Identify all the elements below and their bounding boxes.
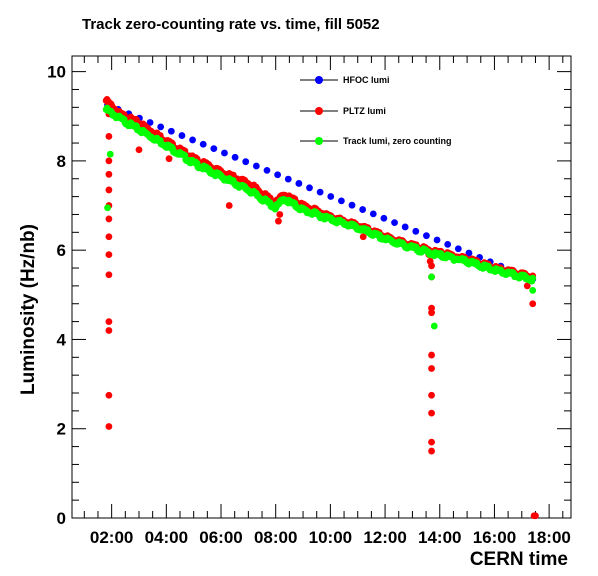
series-pltz-lumi bbox=[102, 95, 539, 520]
data-point bbox=[252, 162, 260, 170]
data-point bbox=[178, 132, 186, 139]
outlier-point bbox=[428, 273, 435, 281]
legend-label: PLTZ lumi bbox=[343, 106, 386, 116]
data-point bbox=[369, 210, 377, 218]
data-point bbox=[316, 188, 324, 196]
outlier-point bbox=[105, 318, 113, 325]
data-point bbox=[231, 153, 239, 161]
outlier-point bbox=[104, 204, 111, 212]
outlier-point bbox=[105, 170, 113, 178]
x-tick-label: 08:00 bbox=[254, 528, 297, 547]
y-tick-label: 10 bbox=[47, 63, 66, 82]
outlier-point bbox=[105, 391, 113, 399]
chart-title: Track zero-counting rate vs. time, fill … bbox=[82, 16, 380, 33]
outlier-point bbox=[529, 286, 537, 294]
outlier-point bbox=[430, 322, 438, 330]
data-point bbox=[146, 119, 154, 126]
outlier-point bbox=[523, 282, 531, 290]
outlier-point bbox=[105, 327, 113, 334]
y-tick-label: 2 bbox=[57, 420, 66, 439]
data-point bbox=[359, 206, 367, 213]
legend-label: Track lumi, zero counting bbox=[343, 136, 452, 146]
outlier-point bbox=[105, 271, 113, 279]
x-tick-label: 18:00 bbox=[527, 528, 570, 547]
data-point bbox=[199, 140, 207, 148]
outlier-point bbox=[359, 233, 367, 241]
outlier-point bbox=[105, 215, 113, 223]
data-point bbox=[433, 236, 441, 244]
outlier-point bbox=[105, 186, 113, 194]
y-tick-label: 4 bbox=[57, 330, 67, 349]
data-point bbox=[423, 232, 430, 240]
legend-label: HFOC lumi bbox=[343, 75, 390, 85]
data-point bbox=[242, 158, 250, 166]
outlier-point bbox=[428, 309, 435, 317]
outlier-point bbox=[106, 150, 114, 158]
data-point bbox=[167, 127, 175, 135]
data-point bbox=[412, 227, 420, 235]
outlier-point bbox=[275, 217, 282, 225]
outlier-point bbox=[428, 409, 435, 417]
outlier-point bbox=[532, 512, 539, 520]
plot-frame bbox=[71, 55, 572, 519]
y-axis-label: Luminosity (Hz/nb) bbox=[18, 224, 39, 395]
data-point bbox=[348, 201, 356, 209]
outlier-point bbox=[529, 300, 537, 308]
data-point bbox=[295, 180, 303, 187]
outlier-point bbox=[225, 202, 233, 209]
legend-marker bbox=[315, 76, 323, 84]
y-tick-label: 0 bbox=[57, 509, 66, 528]
data-point bbox=[221, 149, 228, 157]
x-tick-label: 10:00 bbox=[309, 528, 352, 547]
outlier-point bbox=[428, 262, 435, 270]
x-tick-label: 16:00 bbox=[473, 528, 516, 547]
x-tick-label: 06:00 bbox=[199, 528, 242, 547]
data-point bbox=[274, 171, 282, 179]
legend-marker bbox=[315, 107, 323, 115]
data-point bbox=[189, 136, 196, 144]
series-track-lumi-zero-counting bbox=[102, 104, 537, 330]
data-point bbox=[337, 197, 345, 205]
y-axis: 0 2 4 6 8 10 bbox=[47, 63, 571, 528]
outlier-point bbox=[105, 233, 113, 241]
data-point bbox=[465, 249, 473, 257]
x-tick-label: 12:00 bbox=[363, 528, 406, 547]
outlier-point bbox=[105, 423, 113, 430]
data-point bbox=[327, 193, 335, 200]
x-tick-label: 14:00 bbox=[418, 528, 461, 547]
data-point bbox=[454, 245, 462, 253]
outlier-point bbox=[428, 391, 435, 399]
y-tick-label: 6 bbox=[57, 241, 66, 260]
x-axis-label: CERN time bbox=[470, 549, 568, 570]
legend: HFOC lumi PLTZ lumi Track lumi, zero count… bbox=[300, 75, 452, 146]
data-point bbox=[391, 219, 398, 227]
outlier-point bbox=[428, 365, 435, 372]
data-point bbox=[157, 123, 165, 131]
outlier-point bbox=[276, 211, 284, 218]
x-tick-label: 04:00 bbox=[145, 528, 188, 547]
data-point bbox=[529, 274, 537, 282]
outlier-point bbox=[428, 447, 435, 455]
x-axis: 02:00 04:00 06:00 08:00 10:00 12:00 14:00 16:00… bbox=[83, 56, 571, 547]
legend-marker bbox=[315, 137, 323, 145]
data-point bbox=[401, 223, 409, 231]
x-tick-label: 02:00 bbox=[90, 528, 133, 547]
outlier-point bbox=[428, 438, 435, 446]
outlier-point bbox=[135, 146, 143, 154]
y-tick-label: 8 bbox=[57, 152, 66, 171]
outlier-point bbox=[428, 351, 435, 359]
outlier-point bbox=[165, 155, 173, 163]
series-hfoc-lumi bbox=[104, 101, 537, 283]
plot-area bbox=[102, 95, 539, 520]
data-point bbox=[444, 240, 452, 248]
data-point bbox=[210, 145, 218, 153]
data-point bbox=[284, 175, 292, 183]
data-point bbox=[380, 214, 388, 222]
data-point bbox=[306, 184, 313, 192]
outlier-point bbox=[105, 251, 113, 259]
outlier-point bbox=[105, 132, 113, 140]
data-point bbox=[263, 166, 271, 174]
outlier-point bbox=[105, 157, 113, 165]
